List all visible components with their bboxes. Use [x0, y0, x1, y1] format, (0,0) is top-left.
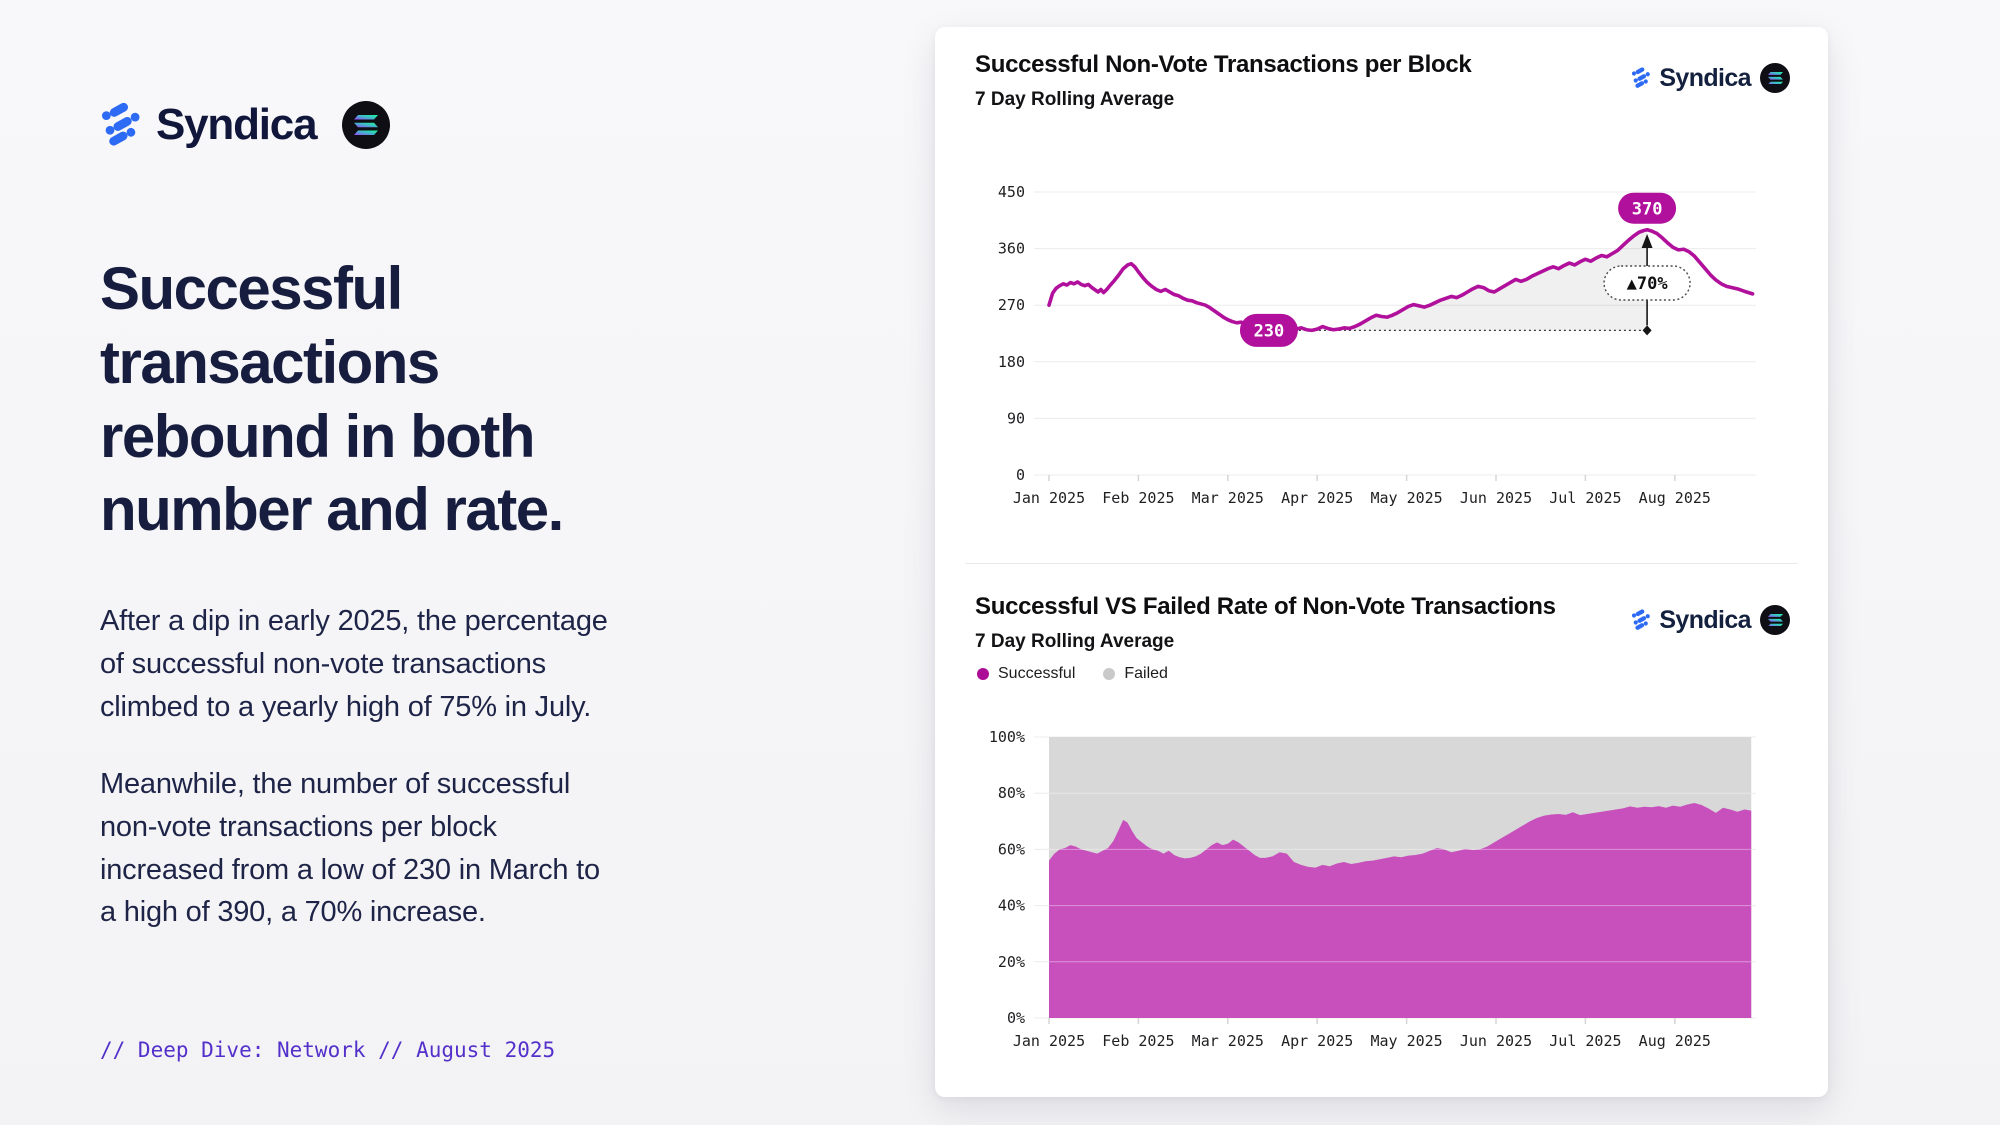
paragraph-1: After a dip in early 2025, the percentag…	[100, 605, 608, 723]
peak-badge	[1618, 192, 1677, 224]
legend-item-successful: Successful	[977, 665, 1075, 683]
svg-text:230: 230	[1254, 321, 1285, 341]
svg-text:60%: 60%	[998, 840, 1025, 858]
svg-text:Mar 2025: Mar 2025	[1192, 1032, 1264, 1050]
svg-text:90: 90	[1007, 409, 1025, 427]
paragraph-2: Meanwhile, the number of successful non-…	[100, 767, 600, 929]
svg-text:Apr 2025: Apr 2025	[1281, 1032, 1353, 1050]
legend: Successful Failed	[977, 665, 1168, 683]
area-chart-subtitle: 7 Day Rolling Average	[975, 631, 1175, 652]
mini-brand-lockup: Syndica	[1631, 63, 1790, 93]
legend-dot-failed	[1103, 668, 1116, 680]
brand-wordmark: Syndica	[1659, 63, 1751, 92]
svg-text:Aug 2025: Aug 2025	[1639, 1032, 1711, 1050]
svg-text:Jun 2025: Jun 2025	[1460, 1032, 1532, 1050]
svg-text:270: 270	[998, 296, 1025, 314]
change-pill	[1603, 265, 1691, 301]
svg-text:May 2025: May 2025	[1370, 1032, 1442, 1050]
svg-text:May 2025: May 2025	[1370, 489, 1442, 507]
increase-shade-region	[1268, 229, 1648, 331]
svg-text:80%: 80%	[998, 784, 1025, 802]
solana-icon	[1767, 613, 1783, 627]
low-badge	[1239, 313, 1298, 347]
brand-lockup: Syndica	[100, 100, 391, 150]
svg-text:Jan 2025: Jan 2025	[1013, 1032, 1085, 1050]
svg-text:0%: 0%	[1007, 1009, 1025, 1027]
successful-area	[1049, 803, 1752, 1018]
svg-text:Aug 2025: Aug 2025	[1639, 489, 1711, 507]
page-title: Successful transactions rebound in both …	[100, 255, 564, 544]
solana-icon	[1767, 71, 1783, 85]
line-chart-subtitle: 7 Day Rolling Average	[975, 89, 1175, 110]
svg-text:40%: 40%	[998, 897, 1025, 915]
legend-item-failed: Failed	[1103, 665, 1168, 683]
solana-badge	[342, 101, 391, 149]
svg-text:Jan 2025: Jan 2025	[1013, 489, 1085, 507]
solana-badge	[1760, 63, 1790, 93]
svg-text:Feb 2025: Feb 2025	[1102, 489, 1174, 507]
syndica-logo-icon	[1632, 609, 1651, 630]
svg-text:370: 370	[1632, 200, 1663, 220]
syndica-logo-icon	[101, 102, 140, 146]
svg-text:Feb 2025: Feb 2025	[1102, 1032, 1174, 1050]
arrow-head-icon	[1641, 234, 1653, 248]
area-chart-title: Successful VS Failed Rate of Non-Vote Tr…	[975, 593, 1556, 620]
svg-text:▲70%: ▲70%	[1627, 274, 1669, 294]
svg-text:180: 180	[998, 353, 1025, 371]
card-divider	[965, 563, 1798, 564]
svg-text:Jun 2025: Jun 2025	[1460, 489, 1532, 507]
syndica-logo-icon	[1632, 67, 1651, 88]
brand-wordmark: Syndica	[156, 100, 318, 149]
footer-tagline: // Deep Dive: Network // August 2025	[100, 1038, 556, 1062]
body-copy: After a dip in early 2025, the percentag…	[100, 600, 720, 968]
svg-text:Jul 2025: Jul 2025	[1549, 489, 1621, 507]
svg-text:360: 360	[998, 240, 1025, 258]
line-chart-svg: 0 90 180 270 360 450 Jan 2025 Feb 2025 Mar 2025 A…	[998, 183, 1756, 507]
solana-icon	[354, 115, 379, 135]
line-chart-title: Successful Non-Vote Transactions per Blo…	[975, 51, 1472, 78]
brand-wordmark: Syndica	[1659, 605, 1751, 634]
solana-badge	[1760, 605, 1790, 635]
charts-card: Successful Non-Vote Transactions per Blo…	[935, 27, 1828, 1097]
arrow-base-diamond-icon	[1642, 325, 1652, 336]
svg-text:Mar 2025: Mar 2025	[1192, 489, 1264, 507]
mini-brand-lockup: Syndica	[1631, 605, 1790, 635]
legend-dot-successful	[977, 668, 989, 680]
svg-text:450: 450	[998, 183, 1025, 201]
svg-text:0: 0	[1016, 466, 1025, 484]
svg-text:20%: 20%	[998, 953, 1025, 971]
legend-label-successful: Successful	[998, 665, 1076, 682]
svg-text:Apr 2025: Apr 2025	[1281, 489, 1353, 507]
successful-transactions-line	[1047, 227, 1755, 333]
legend-label-failed: Failed	[1124, 665, 1168, 682]
svg-text:Jul 2025: Jul 2025	[1549, 1032, 1621, 1050]
area-chart-svg: 0% 20% 40% 60% 80% 100% Jan 2025 Feb 2025 Mar 20…	[989, 728, 1756, 1050]
svg-text:100%: 100%	[989, 728, 1025, 746]
